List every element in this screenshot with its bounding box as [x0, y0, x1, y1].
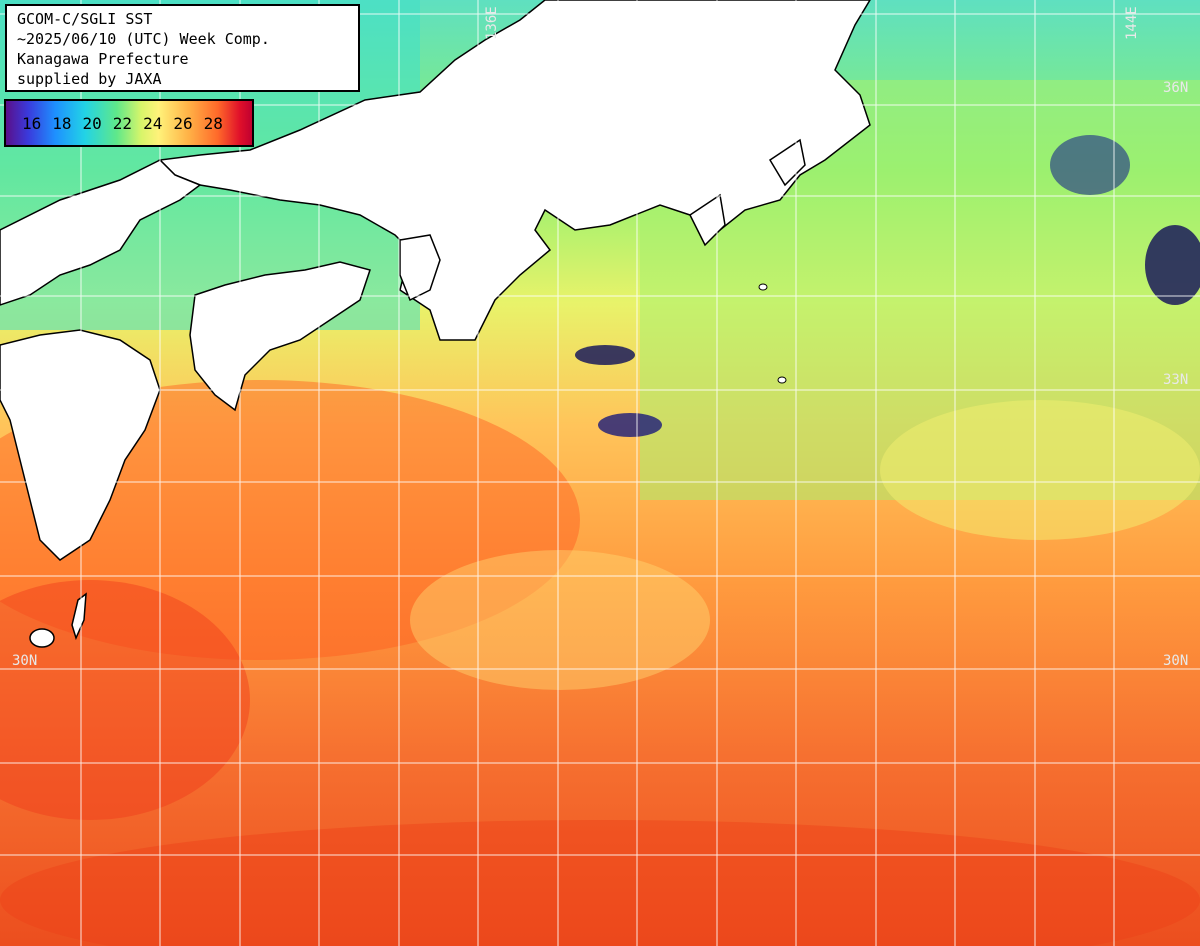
land-kyushu	[0, 329, 161, 561]
south-warm-patch	[0, 820, 1200, 946]
legend-label: 28	[203, 114, 223, 133]
land-hachijojima	[758, 283, 768, 291]
lat-label-30n-right: 30N	[1163, 653, 1189, 669]
land-izu-peninsula	[689, 193, 726, 247]
legend-label: 24	[143, 114, 163, 133]
southwest-warm-patch	[0, 580, 250, 820]
temperature-color-legend: 16 18 20 22 24 26 28	[4, 99, 254, 147]
land-shikoku	[189, 261, 371, 412]
lon-label-144e: 144E	[1124, 6, 1140, 40]
cloud-gap-cold-4	[1050, 135, 1130, 195]
land-kii-peninsula	[399, 234, 441, 302]
legend-label: 20	[82, 114, 102, 133]
eddy-yellow-2	[880, 400, 1200, 540]
legend-label: 26	[173, 114, 193, 133]
legend-label: 22	[112, 114, 133, 133]
title-line-provider: Kanagawa Prefecture	[17, 50, 189, 68]
lat-label-33n: 33N	[1163, 372, 1189, 388]
kuroshio-warm-band	[0, 380, 580, 660]
cloud-gap-cold-2	[598, 413, 662, 437]
legend-label: 16	[22, 114, 42, 133]
cloud-gap-cold-1	[575, 345, 635, 365]
land-honshu	[158, 0, 871, 341]
land-tanegashima	[71, 592, 87, 641]
title-line-product: GCOM-C/SGLI SST	[17, 10, 153, 28]
legend-label: 18	[52, 114, 72, 133]
legend-labels: 16 18 20 22 24 26 28	[22, 114, 223, 133]
lat-label-30n-left: 30N	[12, 653, 38, 669]
title-block: GCOM-C/SGLI SST ~2025/06/10 (UTC) Week C…	[5, 4, 360, 92]
land-kozushima	[777, 376, 787, 384]
title-line-supplier: supplied by JAXA	[17, 70, 162, 88]
lat-label-36n: 36N	[1163, 80, 1189, 96]
lon-label-136e: 136E	[484, 6, 500, 40]
cloud-gap-cold-3	[1145, 225, 1200, 305]
title-line-date: ~2025/06/10 (UTC) Week Comp.	[17, 30, 270, 48]
eddy-yellow-1	[410, 550, 710, 690]
land-yakushima	[29, 628, 55, 648]
